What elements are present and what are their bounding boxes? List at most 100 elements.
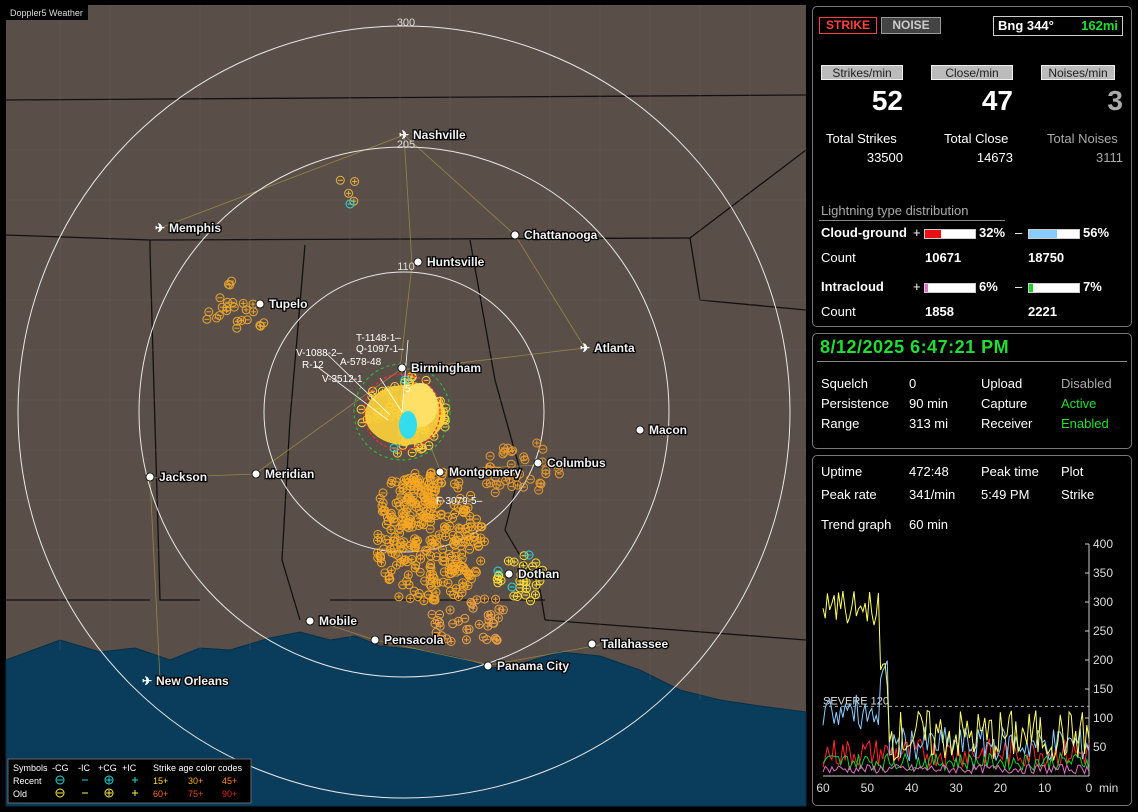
upload-value: Disabled (1061, 376, 1112, 391)
strike-marker (431, 627, 441, 637)
city-dot-icon (510, 230, 520, 240)
upload-label: Upload (981, 376, 1023, 391)
strike-marker (439, 552, 448, 562)
strike-marker (482, 479, 491, 489)
strike-marker (232, 323, 242, 333)
strikes-per-min-value: 52 (871, 85, 903, 116)
strike-marker (419, 520, 429, 530)
city-marker: Pensacola (370, 632, 445, 648)
city-marker: ✈ Atlanta (580, 340, 636, 357)
strike-marker (519, 551, 529, 561)
uptime-label: Uptime (821, 464, 863, 479)
strike-marker (237, 316, 247, 325)
strike-marker (425, 562, 435, 572)
city-dot-icon (533, 458, 543, 468)
strike-marker (430, 619, 440, 628)
strike-marker (525, 474, 535, 484)
strike-marker (536, 479, 546, 489)
strike-marker (407, 448, 417, 458)
status-divider (817, 361, 1127, 362)
strike-marker (403, 570, 413, 580)
strike-marker (516, 570, 526, 580)
strike-marker (441, 523, 451, 533)
total-noises-label: Total Noises (1047, 131, 1118, 146)
strike-marker (503, 556, 513, 566)
legend-age: 90+ (222, 789, 237, 799)
strike-marker (449, 500, 459, 510)
city-dot-icon (635, 425, 645, 435)
x-tick-label: 40 (905, 781, 919, 795)
noises-per-min-label: Noises/min (1041, 65, 1115, 80)
strike-marker (423, 476, 432, 486)
strike-marker (503, 470, 513, 480)
strike-marker (429, 541, 439, 551)
cg-negative-pct: 56% (1083, 225, 1110, 240)
lightning-map[interactable]: 300 205 110 T-1148-1– Q-1097-1– V-1088-2… (0, 0, 808, 812)
strike-marker (425, 493, 435, 503)
strike-marker (455, 493, 465, 503)
x-tick-label: 0 (1086, 781, 1093, 795)
city-marker: Montgomery (435, 464, 523, 480)
city-label: Atlanta (594, 341, 635, 355)
strike-marker (518, 561, 528, 571)
plot-value[interactable]: Strike (1061, 487, 1095, 502)
strike-marker (443, 578, 453, 588)
strike-marker (204, 307, 214, 317)
strike-marker (476, 522, 486, 532)
city-marker: Panama City (483, 658, 571, 674)
noise-button[interactable]: NOISE (881, 17, 941, 34)
strike-marker (435, 621, 445, 631)
strike-marker (407, 479, 417, 489)
city-label: Mobile (319, 614, 357, 628)
receiver-label: Receiver (981, 416, 1033, 431)
strike-marker (461, 537, 470, 547)
app-title: Doppler5 Weather (10, 8, 83, 18)
range-value: 313 mi (909, 416, 949, 431)
airport-icon: ✈ (142, 674, 152, 688)
city-label: Huntsville (427, 255, 485, 269)
range-label-205: 205 (397, 139, 415, 151)
strike-marker (454, 477, 464, 487)
strike-marker (402, 557, 412, 567)
strike-marker (515, 576, 525, 586)
strike-marker (465, 518, 475, 528)
strike-marker (451, 536, 461, 546)
storm-tag: T-1148-1– (356, 333, 401, 344)
strike-marker (222, 306, 232, 316)
ic-positive-bar-fill (925, 284, 928, 292)
ic-positive-sign: + (913, 279, 921, 294)
city-dot-icon (397, 363, 407, 373)
map-canvas[interactable]: 300 205 110 T-1148-1– Q-1097-1– V-1088-2… (0, 0, 808, 812)
strike-marker (386, 525, 396, 535)
strike-marker (431, 483, 441, 493)
strike-marker (390, 532, 400, 542)
city-label: New Orleans (156, 674, 229, 688)
strike-marker (395, 486, 405, 496)
y-tick-label: 350 (1093, 566, 1113, 580)
strike-marker (411, 560, 421, 570)
peak-time-value: 5:49 PM (981, 487, 1030, 502)
legend-age: 75+ (188, 789, 203, 799)
range-rings (17, 25, 791, 799)
legend-header: +CG (98, 763, 117, 773)
strike-button[interactable]: STRIKE (819, 17, 877, 34)
strike-marker (457, 588, 467, 598)
legend-header: +IC (122, 763, 137, 773)
x-tick-label: 30 (949, 781, 963, 795)
city-marker: Birmingham (397, 360, 482, 376)
strike-marker (385, 544, 395, 554)
uptime-value: 472:48 (909, 464, 949, 479)
total-strikes-value: 33500 (866, 150, 903, 165)
range-label-110: 110 (397, 261, 415, 273)
strike-marker (460, 613, 470, 623)
strike-marker (451, 547, 461, 557)
strike-marker (489, 618, 499, 628)
strike-marker (521, 590, 531, 600)
symbol-legend: Symbols -CG -IC +CG +IC Strike age color… (7, 758, 252, 804)
distribution-title: Lightning type distribution (821, 203, 969, 218)
strike-marker (229, 302, 239, 312)
strike-marker (424, 441, 434, 450)
strike-marker (427, 483, 437, 493)
strike-marker (444, 549, 454, 559)
strike-marker (403, 518, 413, 528)
